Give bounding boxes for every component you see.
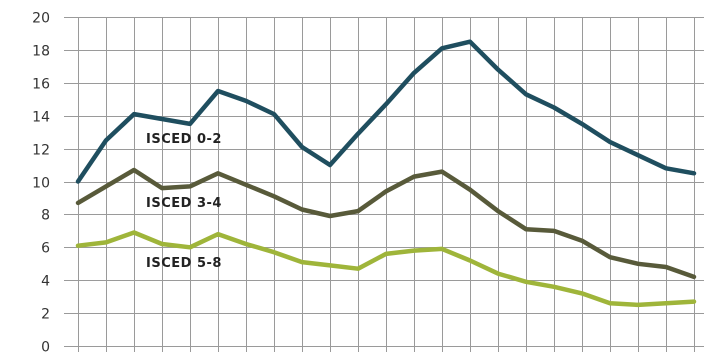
y-tick-label: 10 (32, 176, 50, 192)
series-line-isced-3-4 (75, 167, 697, 280)
horizontal-gridlines (64, 17, 704, 347)
y-axis-tick-labels: 0 2 4 6 8 10 12 14 16 18 20 (32, 11, 50, 356)
series-line-isced-5-8 (75, 230, 697, 308)
y-tick-label: 8 (41, 208, 50, 224)
series-lines (75, 39, 697, 308)
series-label-isced-3-4: ISCED 3-4 (146, 196, 222, 211)
y-tick-label: 16 (32, 77, 50, 93)
vertical-gridlines (78, 17, 695, 346)
series-label-isced-5-8: ISCED 5-8 (146, 256, 222, 271)
y-tick-label: 4 (41, 274, 50, 290)
y-tick-label: 20 (32, 11, 50, 27)
y-tick-label: 18 (32, 44, 50, 60)
y-tick-label: 0 (41, 340, 50, 356)
series-line-isced-0-2 (75, 39, 697, 184)
y-tick-label: 6 (41, 241, 50, 257)
x-axis-ticks (78, 346, 695, 352)
y-tick-label: 14 (32, 110, 50, 126)
y-tick-label: 12 (32, 143, 50, 159)
series-label-isced-0-2: ISCED 0-2 (146, 132, 222, 147)
y-tick-label: 2 (41, 307, 50, 323)
series-labels: ISCED 0-2 ISCED 3-4 ISCED 5-8 (146, 132, 222, 271)
